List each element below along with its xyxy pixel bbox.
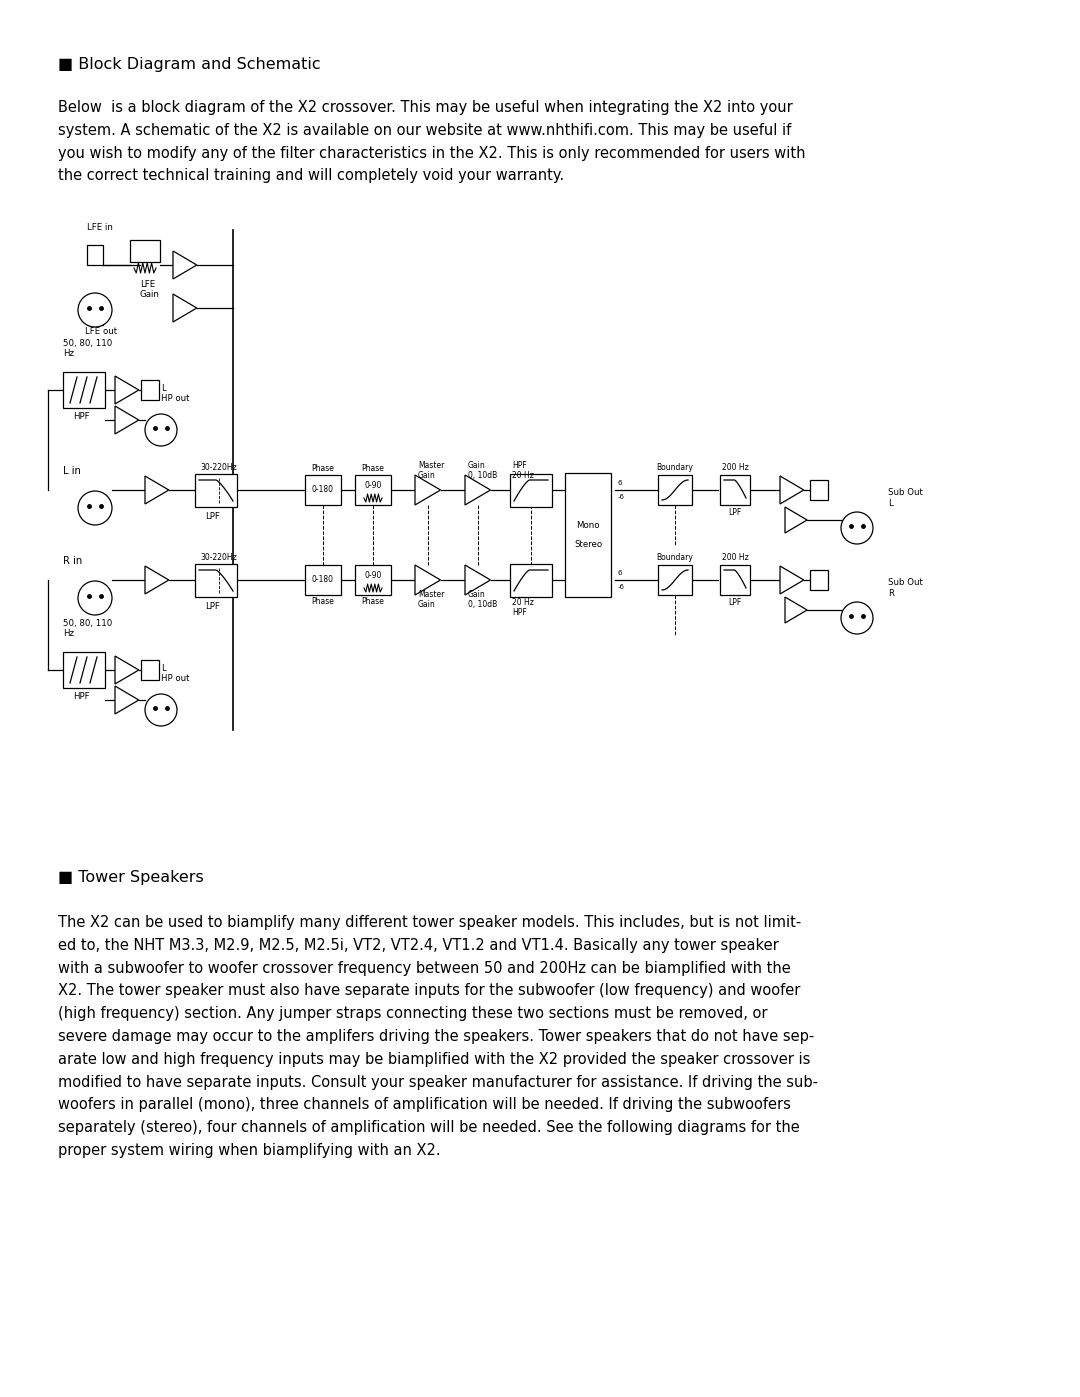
Text: The X2 can be used to biamplify many different tower speaker models. This includ: The X2 can be used to biamplify many dif… [58, 915, 818, 1158]
Text: ■ Tower Speakers: ■ Tower Speakers [58, 870, 204, 886]
Bar [63, 372, 105, 408]
Text: LPF: LPF [728, 509, 742, 517]
Bar [87, 244, 103, 265]
Bar [63, 652, 105, 687]
Bar [87, 307, 103, 326]
Text: Master: Master [418, 461, 444, 469]
Bar [355, 564, 391, 595]
Text: Mono: Mono [577, 521, 599, 529]
Bar [355, 475, 391, 504]
Text: ■ Block Diagram and Schematic: ■ Block Diagram and Schematic [58, 57, 321, 73]
Circle shape [78, 293, 112, 327]
Polygon shape [114, 657, 139, 685]
Text: L
HP out: L HP out [161, 664, 189, 683]
Polygon shape [780, 476, 804, 504]
Text: Sub Out
R: Sub Out R [888, 578, 923, 598]
Bar [141, 380, 159, 400]
Polygon shape [114, 686, 139, 714]
Bar [510, 474, 552, 507]
Text: L
HP out: L HP out [161, 384, 189, 404]
Text: 0, 10dB: 0, 10dB [468, 599, 497, 609]
Bar [195, 474, 237, 507]
Text: 0-90: 0-90 [364, 482, 381, 490]
Text: LFE in: LFE in [87, 224, 113, 232]
Text: Phase: Phase [362, 597, 384, 606]
Text: 0-180: 0-180 [312, 576, 334, 584]
Text: 0-90: 0-90 [364, 571, 381, 581]
Circle shape [841, 602, 873, 634]
Bar [305, 475, 341, 504]
Bar [720, 564, 750, 595]
Bar [305, 564, 341, 595]
Text: 30-220Hz: 30-220Hz [200, 553, 237, 562]
Text: LFE out: LFE out [85, 327, 117, 337]
Polygon shape [145, 566, 168, 594]
Text: HPF: HPF [512, 461, 527, 469]
Text: Sub Out
L: Sub Out L [888, 488, 923, 509]
Text: 200 Hz: 200 Hz [721, 553, 748, 562]
Circle shape [145, 694, 177, 726]
Text: HPF: HPF [73, 412, 90, 420]
Text: Gain: Gain [418, 599, 435, 609]
Circle shape [78, 490, 112, 525]
Text: 0, 10dB: 0, 10dB [468, 471, 497, 481]
Bar [810, 570, 828, 590]
Text: 30-220Hz: 30-220Hz [200, 462, 237, 472]
Text: LPF: LPF [205, 511, 220, 521]
Polygon shape [114, 407, 139, 434]
Text: LPF: LPF [728, 598, 742, 608]
Text: Phase: Phase [311, 464, 335, 474]
Text: 0-180: 0-180 [312, 486, 334, 495]
Polygon shape [780, 566, 804, 594]
Polygon shape [415, 475, 441, 504]
Text: 200 Hz: 200 Hz [721, 462, 748, 472]
Bar [658, 564, 692, 595]
Bar [565, 474, 611, 597]
Text: HPF: HPF [512, 608, 527, 617]
Text: L in: L in [63, 467, 81, 476]
Polygon shape [145, 476, 168, 504]
Polygon shape [114, 376, 139, 404]
Polygon shape [173, 293, 197, 321]
Text: Stereo: Stereo [573, 541, 602, 549]
Circle shape [841, 511, 873, 543]
Polygon shape [465, 475, 490, 504]
Text: -6: -6 [618, 584, 625, 590]
Bar [658, 475, 692, 504]
Bar [720, 475, 750, 504]
Polygon shape [785, 507, 807, 534]
Polygon shape [465, 564, 490, 595]
Text: R in: R in [63, 556, 82, 566]
Text: -6: -6 [618, 495, 625, 500]
Circle shape [145, 414, 177, 446]
Text: LPF: LPF [205, 602, 220, 610]
Polygon shape [415, 564, 441, 595]
Text: Below  is a block diagram of the X2 crossover. This may be useful when integrati: Below is a block diagram of the X2 cross… [58, 101, 806, 183]
Text: Boundary: Boundary [657, 553, 693, 562]
Text: Phase: Phase [311, 597, 335, 606]
Text: 50, 80, 110
Hz: 50, 80, 110 Hz [63, 338, 112, 358]
Text: 6: 6 [618, 481, 622, 486]
Text: Master: Master [418, 590, 444, 599]
Bar [141, 659, 159, 680]
Text: 6: 6 [618, 570, 622, 576]
Bar [510, 564, 552, 597]
Bar [810, 481, 828, 500]
Text: 50, 80, 110
Hz: 50, 80, 110 Hz [63, 619, 112, 638]
Text: HPF: HPF [73, 692, 90, 701]
Polygon shape [785, 597, 807, 623]
Text: Boundary: Boundary [657, 462, 693, 472]
Text: 20 Hz: 20 Hz [512, 598, 534, 608]
Text: Phase: Phase [362, 464, 384, 474]
Circle shape [78, 581, 112, 615]
Bar [130, 240, 160, 263]
Bar [195, 564, 237, 597]
Text: 20 Hz: 20 Hz [512, 471, 534, 481]
Text: Gain: Gain [418, 471, 435, 481]
Text: LFE
Gain: LFE Gain [140, 279, 160, 299]
Text: Gain: Gain [468, 590, 486, 599]
Polygon shape [173, 251, 197, 279]
Text: Gain: Gain [468, 461, 486, 469]
